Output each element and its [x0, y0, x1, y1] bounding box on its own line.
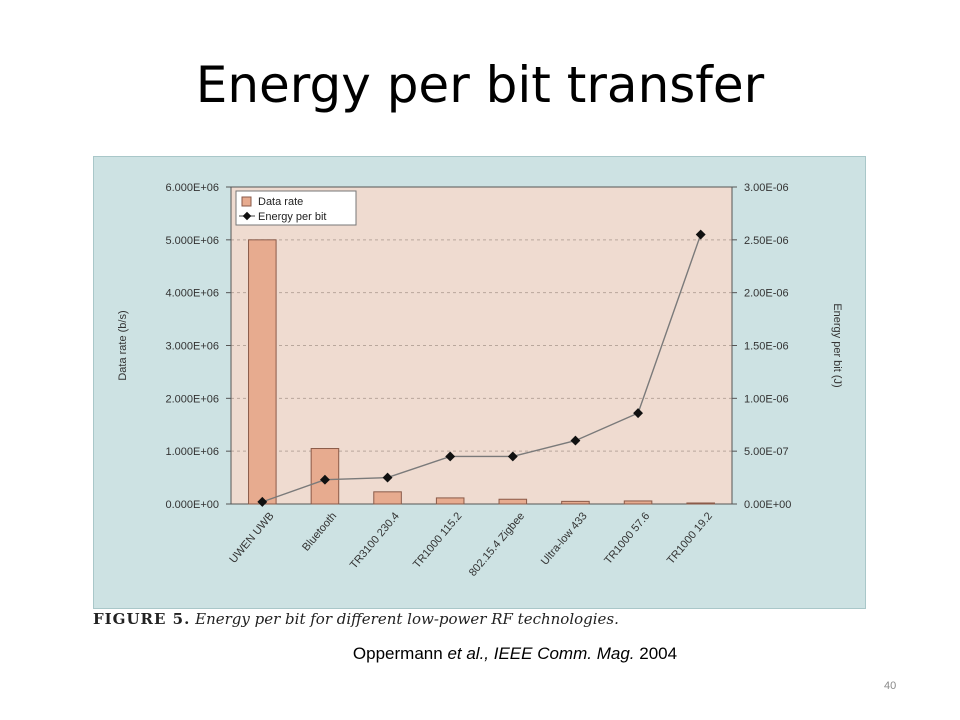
figure-caption-text: Energy per bit for different low-power R…: [195, 610, 619, 628]
chart: 0.000E+00 0.00E+00 1.000E+06 5.00E-07 2.000E…: [117, 182, 843, 579]
legend-box: [235, 190, 357, 226]
x-tick-label: TR1000 115.2: [411, 510, 464, 570]
data-rate-bar: [248, 239, 277, 505]
data-rate-bar: [623, 500, 653, 505]
legend-label-energy-per-bit: Energy per bit: [258, 211, 326, 223]
figure-caption: FIGURE 5. Energy per bit for different l…: [93, 610, 619, 628]
energy-per-bit-point: [570, 435, 581, 446]
citation-author: Oppermann: [352, 644, 443, 663]
citation: Oppermann et al., IEEE Comm. Mag. 2004: [0, 644, 960, 664]
y-tick-label: 6.000E+06: [165, 182, 219, 194]
y-tick-label: 1.000E+06: [165, 446, 219, 458]
y2-tick-label: 3.00E-06: [744, 182, 789, 194]
legend-bar-swatch: [241, 196, 252, 207]
citation-year: 2004: [639, 644, 678, 663]
y-tick-label: 3.000E+06: [165, 341, 219, 353]
x-tick-label: 802.15.4 Zigbee: [467, 510, 527, 579]
plot-frame: [230, 186, 733, 505]
y-tick-label: 2.000E+06: [165, 393, 219, 405]
x-tick-label: TR1000 19.2: [665, 510, 715, 566]
energy-per-bit-point: [507, 451, 518, 462]
y2-axis-label: Energy per bit (J): [831, 303, 843, 387]
energy-per-bit-point: [382, 472, 393, 483]
x-tick-label: Bluetooth: [300, 510, 339, 553]
figure-caption-label: FIGURE 5.: [93, 610, 191, 628]
y-axis-label: Data rate (b/s): [117, 310, 129, 380]
data-rate-bar: [373, 491, 402, 505]
y2-tick-label: 1.50E-06: [744, 341, 789, 353]
x-tick-label: TR3100 230.4: [348, 510, 402, 571]
y2-tick-label: 2.50E-06: [744, 235, 789, 247]
citation-etal: et al., IEEE Comm. Mag.: [447, 644, 635, 663]
data-rate-bar: [435, 497, 465, 505]
x-tick-label: UWEN UWB: [227, 510, 276, 565]
x-tick-label: TR1000 57.6: [602, 510, 652, 566]
figure-panel: 0.000E+00 0.00E+00 1.000E+06 5.00E-07 2.000E…: [93, 156, 866, 609]
data-rate-bar: [498, 498, 528, 505]
legend-label-data-rate: Data rate: [258, 196, 303, 208]
y2-tick-label: 1.00E-06: [744, 393, 789, 405]
y2-tick-label: 0.00E+00: [744, 499, 791, 511]
energy-per-bit-point: [695, 229, 706, 240]
data-rate-bar: [686, 502, 715, 505]
y-tick-label: 5.000E+06: [165, 235, 219, 247]
page-number: 40: [884, 680, 897, 692]
y-tick-label: 4.000E+06: [165, 288, 219, 300]
energy-per-bit-point: [445, 451, 456, 462]
data-rate-bar: [561, 500, 590, 505]
x-tick-label: Ultra-low 433: [539, 510, 590, 567]
y2-tick-label: 2.00E-06: [744, 288, 789, 300]
y-tick-label: 0.000E+00: [165, 499, 219, 511]
y2-tick-label: 5.00E-07: [744, 446, 789, 458]
slide-title: Energy per bit transfer: [195, 56, 765, 114]
energy-per-bit-line: [262, 234, 702, 503]
